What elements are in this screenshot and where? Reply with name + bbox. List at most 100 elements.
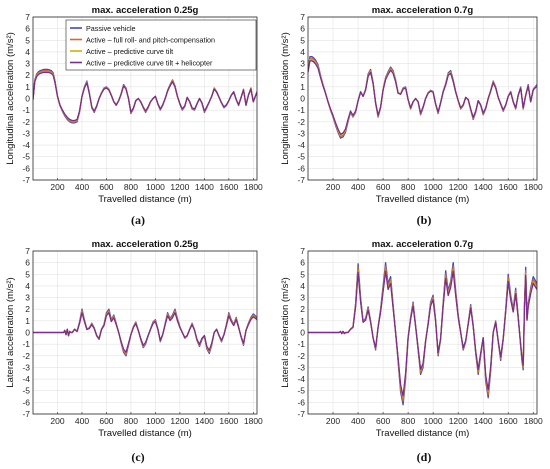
x-tick-label: 600	[376, 416, 390, 426]
x-tick-label: 400	[75, 182, 89, 192]
x-tick-label: 600	[376, 182, 390, 192]
y-tick-label: -4	[297, 140, 305, 150]
x-tick-label: 400	[351, 182, 365, 192]
y-axis-label: Longitudinal acceleration (m/s²)	[280, 32, 291, 165]
x-axis-label: Travelled distance (m)	[98, 194, 192, 205]
x-tick-label: 200	[50, 182, 64, 192]
y-tick-label: -4	[22, 140, 30, 150]
series-line-3	[308, 60, 537, 135]
y-tick-label: -5	[297, 152, 305, 162]
y-tick-label: 4	[300, 47, 305, 57]
x-tick-label: 1600	[219, 182, 238, 192]
y-tick-label: -1	[22, 105, 30, 115]
x-tick-label: 400	[351, 416, 365, 426]
y-tick-label: 7	[300, 12, 305, 22]
x-tick-label: 800	[124, 416, 138, 426]
y-tick-label: -7	[22, 409, 30, 419]
chart-title: max. acceleration 0.7g	[372, 239, 474, 250]
y-tick-label: -2	[22, 117, 30, 127]
y-tick-label: 4	[300, 281, 305, 291]
y-tick-label: -7	[297, 175, 305, 185]
legend-label-0: Passive vehicle	[86, 24, 136, 33]
chart-title: max. acceleration 0.7g	[372, 5, 474, 16]
y-tick-label: 1	[25, 316, 30, 326]
y-tick-label: -5	[297, 386, 305, 396]
y-tick-label: -2	[22, 351, 30, 361]
x-tick-label: 1000	[424, 182, 443, 192]
x-tick-label: 600	[99, 416, 113, 426]
y-tick-label: 1	[25, 82, 30, 92]
x-tick-label: 1400	[195, 182, 214, 192]
legend: Passive vehicle Active – full roll- and p…	[65, 19, 257, 71]
y-tick-label: 1	[300, 82, 305, 92]
y-tick-label: 5	[25, 269, 30, 279]
legend-label-1: Active – full roll- and pitch-compensati…	[86, 36, 215, 45]
y-tick-label: -7	[297, 409, 305, 419]
y-tick-label: 5	[300, 269, 305, 279]
x-tick-label: 1800	[524, 182, 543, 192]
y-tick-label: -3	[297, 128, 305, 138]
x-tick-label: 1000	[146, 416, 165, 426]
x-tick-label: 200	[50, 416, 64, 426]
y-tick-label: 3	[25, 59, 30, 69]
y-tick-label: -2	[297, 117, 305, 127]
y-tick-label: 6	[25, 24, 30, 34]
y-axis-label: Longitudinal acceleration (m/s²)	[5, 32, 16, 165]
series-line-0	[33, 68, 257, 124]
y-tick-label: 6	[300, 24, 305, 34]
y-tick-label: 2	[25, 70, 30, 80]
y-tick-label: -3	[297, 362, 305, 372]
y-tick-label: 7	[25, 12, 30, 22]
x-tick-label: 1600	[499, 416, 518, 426]
y-tick-label: -6	[297, 397, 305, 407]
y-tick-label: -1	[22, 339, 30, 349]
plot-frame	[307, 250, 538, 415]
series-line-3	[33, 312, 257, 353]
x-tick-label: 800	[401, 416, 415, 426]
x-tick-label: 1200	[170, 416, 189, 426]
x-tick-label: 1400	[474, 416, 493, 426]
x-tick-label: 200	[326, 182, 340, 192]
y-axis-label: Lateral acceleration (m/s²)	[280, 277, 291, 387]
legend-label-3: Active – predictive curve tilt + helicop…	[86, 59, 213, 68]
x-tick-label: 1000	[424, 416, 443, 426]
chart-panel-c: 200 400 600 800 1000 1200 1400 1600 1800 -7 -6-5 -4…	[5, 239, 263, 464]
series-line-1	[308, 57, 537, 138]
y-tick-label: -6	[22, 163, 30, 173]
chart-panel-a: 200 400 600 800 1000 1200 1400 1600 1800 -7 -6-5 -4…	[5, 5, 263, 227]
x-tick-label: 400	[75, 416, 89, 426]
y-tick-label: 5	[25, 35, 30, 45]
y-axis-label: Lateral acceleration (m/s²)	[5, 277, 16, 387]
x-tick-label: 600	[99, 182, 113, 192]
y-tick-label: -6	[22, 397, 30, 407]
y-tick-label: 5	[300, 35, 305, 45]
y-tick-label: 6	[300, 258, 305, 268]
y-tick-label: 3	[300, 59, 305, 69]
series-line-2	[308, 58, 537, 136]
chart-panel-b: 200 400 600 800 1000 1200 1400 1600 1800 -7 -6-5 -4…	[280, 5, 543, 227]
y-tick-label: -1	[297, 339, 305, 349]
x-tick-label: 800	[401, 182, 415, 192]
x-tick-label: 200	[326, 416, 340, 426]
x-tick-label: 1800	[244, 416, 263, 426]
y-tick-label: -2	[297, 351, 305, 361]
y-tick-label: -4	[22, 374, 30, 384]
chart-panel-d: 200 400 600 800 1000 1200 1400 1600 1800 -7 -6-5 -4…	[280, 239, 543, 464]
y-tick-label: 0	[25, 328, 30, 338]
series-line-0	[308, 55, 537, 139]
panel-caption: (d)	[417, 450, 432, 464]
y-tick-label: -6	[297, 163, 305, 173]
panel-caption: (b)	[417, 213, 432, 227]
x-tick-label: 1200	[449, 182, 468, 192]
y-tick-label: -5	[22, 386, 30, 396]
y-tick-label: 7	[25, 246, 30, 256]
y-tick-label: 6	[25, 258, 30, 268]
x-tick-label: 1400	[195, 416, 214, 426]
y-tick-label: 0	[300, 94, 305, 104]
y-tick-label: -1	[297, 105, 305, 115]
y-tick-label: 2	[300, 70, 305, 80]
series-line-3	[33, 71, 257, 122]
y-tick-label: 1	[300, 316, 305, 326]
legend-box	[65, 19, 257, 71]
plot-frame	[32, 250, 258, 415]
